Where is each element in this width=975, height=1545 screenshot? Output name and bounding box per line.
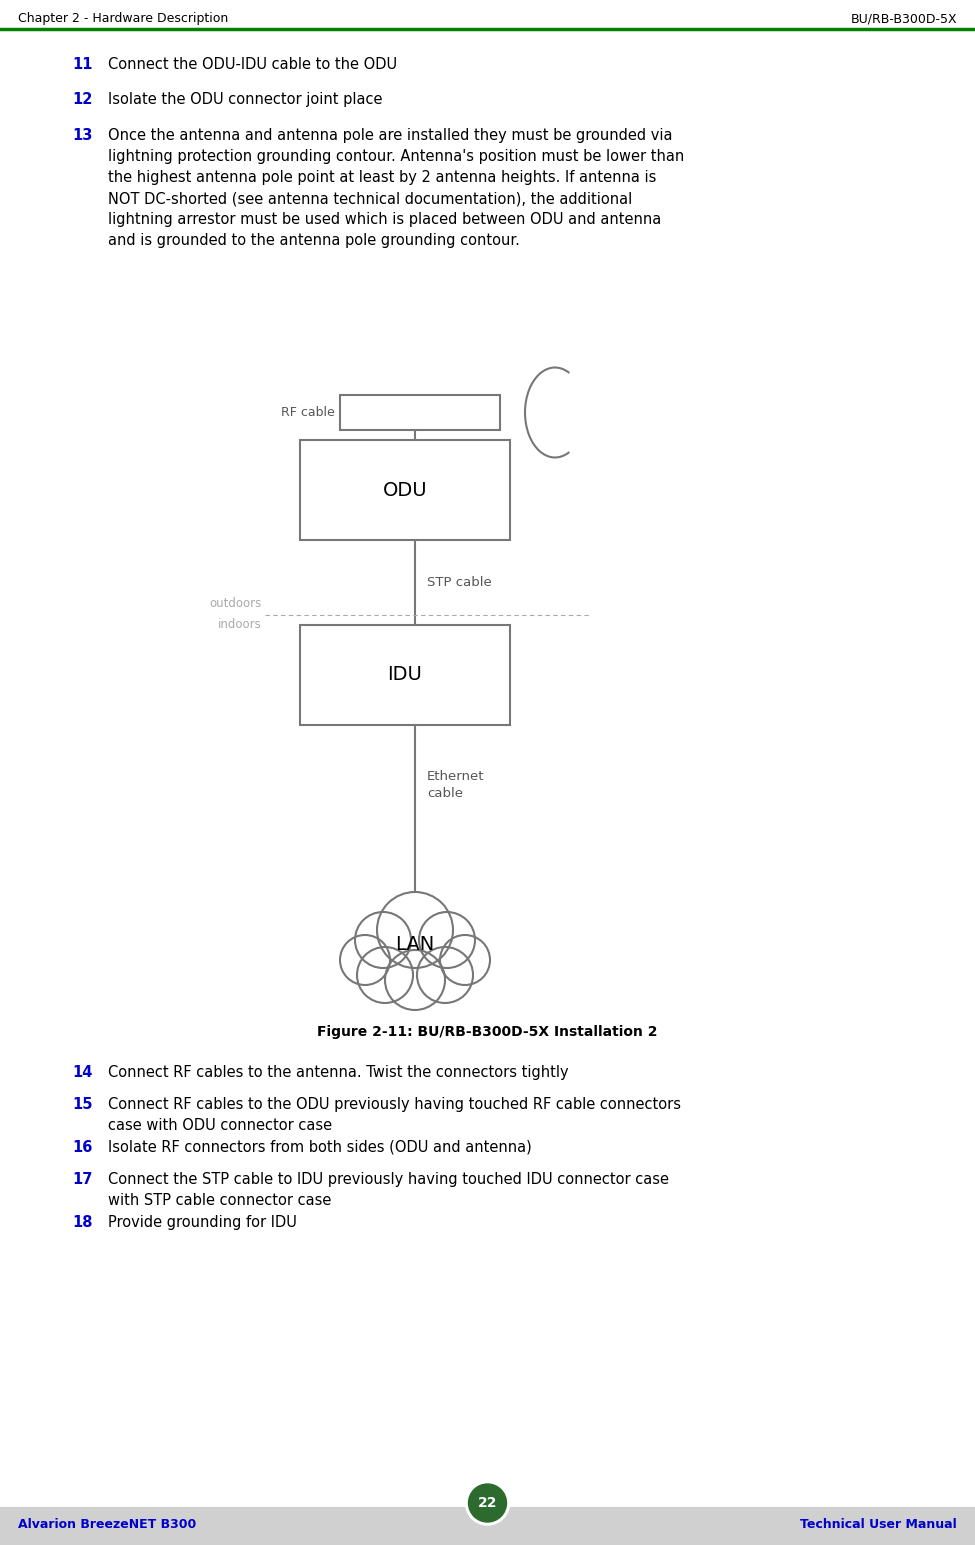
Circle shape [465, 1482, 510, 1525]
Bar [300, 440, 510, 541]
Text: 17: 17 [72, 1173, 93, 1187]
Text: 13: 13 [72, 128, 93, 144]
Circle shape [355, 912, 411, 969]
Text: outdoors: outdoors [210, 596, 262, 610]
Bar [0, 1505, 975, 1545]
Text: Chapter 2 - Hardware Description: Chapter 2 - Hardware Description [18, 12, 228, 25]
Circle shape [377, 891, 453, 969]
Text: 11: 11 [72, 57, 93, 73]
Text: Isolate the ODU connector joint place: Isolate the ODU connector joint place [108, 93, 382, 107]
Text: 12: 12 [72, 93, 93, 107]
Circle shape [357, 947, 413, 1003]
Text: Provide grounding for IDU: Provide grounding for IDU [108, 1214, 296, 1230]
Text: 14: 14 [72, 1065, 93, 1080]
Circle shape [419, 912, 475, 969]
Text: ODU: ODU [382, 480, 427, 499]
Bar [340, 396, 500, 430]
Bar [300, 626, 510, 725]
Text: Ethernet
cable: Ethernet cable [427, 769, 485, 800]
Text: RF cable: RF cable [281, 406, 335, 419]
Text: STP cable: STP cable [427, 576, 491, 589]
Text: Connect the STP cable to IDU previously having touched IDU connector case
with S: Connect the STP cable to IDU previously … [108, 1173, 669, 1208]
Text: IDU: IDU [388, 666, 422, 684]
Text: Once the antenna and antenna pole are installed they must be grounded via
lightn: Once the antenna and antenna pole are in… [108, 128, 684, 249]
Text: BU/RB-B300D-5X: BU/RB-B300D-5X [850, 12, 957, 25]
Text: Connect RF cables to the antenna. Twist the connectors tightly: Connect RF cables to the antenna. Twist … [108, 1065, 568, 1080]
Text: Technical User Manual: Technical User Manual [800, 1519, 957, 1531]
Text: 15: 15 [72, 1097, 93, 1112]
Circle shape [340, 935, 390, 986]
Text: Figure 2-11: BU/RB-B300D-5X Installation 2: Figure 2-11: BU/RB-B300D-5X Installation… [317, 1024, 658, 1038]
Text: Isolate RF connectors from both sides (ODU and antenna): Isolate RF connectors from both sides (O… [108, 1140, 531, 1156]
Text: Connect RF cables to the ODU previously having touched RF cable connectors
case : Connect RF cables to the ODU previously … [108, 1097, 681, 1132]
Text: Connect the ODU-IDU cable to the ODU: Connect the ODU-IDU cable to the ODU [108, 57, 397, 73]
Text: Alvarion BreezeNET B300: Alvarion BreezeNET B300 [18, 1519, 196, 1531]
Text: 18: 18 [72, 1214, 93, 1230]
Circle shape [440, 935, 490, 986]
Text: 22: 22 [478, 1496, 497, 1509]
Circle shape [385, 950, 445, 1010]
Text: indoors: indoors [218, 618, 262, 630]
Text: LAN: LAN [396, 936, 435, 955]
Circle shape [417, 947, 473, 1003]
Text: 16: 16 [72, 1140, 93, 1156]
Circle shape [469, 1485, 506, 1522]
